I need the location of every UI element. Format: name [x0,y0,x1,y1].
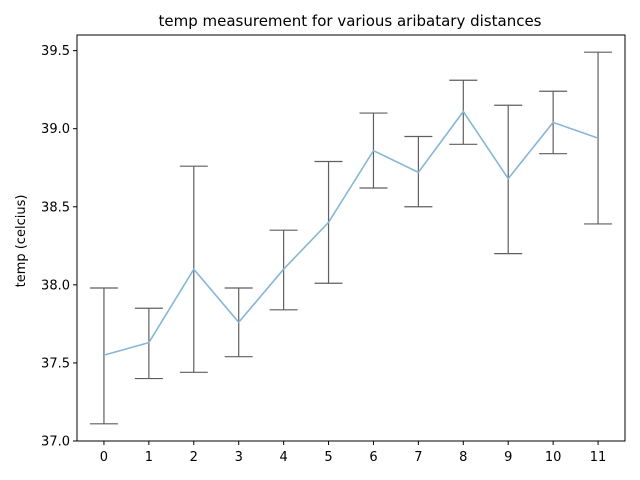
x-tick-label: 7 [414,450,422,465]
series-line [103,110,599,356]
x-tick-label: 6 [369,450,377,465]
x-tick-label: 8 [459,450,467,465]
x-tick-label: 10 [545,450,562,465]
x-tick-label: 5 [324,450,332,465]
x-tick-label: 4 [279,450,287,465]
plot-frame [76,34,626,442]
x-tick-label: 9 [504,450,512,465]
chart-title: temp measurement for various aribatary d… [159,12,542,30]
plot-area: 37.0 37.5 38.0 38.5 39.0 39.5 0 1 2 3 4 5 6 7 8 9 10 11 [41,44,613,465]
y-tick-label: 38.0 [41,278,70,293]
x-tick-label: 3 [235,450,243,465]
x-tick-label: 0 [100,450,108,465]
y-axis-label: temp (celcius) [14,195,29,288]
x-tick-label: 2 [190,450,198,465]
y-tick-label: 37.0 [41,435,70,450]
y-tick-label: 39.5 [41,44,70,59]
y-tick-label: 37.5 [41,356,70,371]
x-tick-label: 1 [145,450,153,465]
x-tick-label: 11 [590,450,607,465]
y-tick-label: 39.0 [41,122,70,137]
y-tick-label: 38.5 [41,200,70,215]
